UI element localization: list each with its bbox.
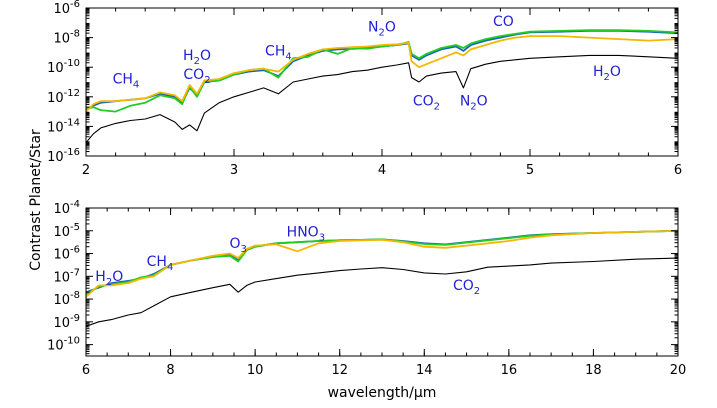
molecule-annotation: N2O bbox=[368, 20, 396, 39]
y-tick-label: 10-8 bbox=[53, 29, 80, 47]
series-line-4 bbox=[85, 229, 679, 298]
x-tick-label: 5 bbox=[526, 163, 534, 178]
x-tick-label: 18 bbox=[585, 363, 602, 378]
molecule-annotation: N2O bbox=[460, 94, 488, 113]
molecule-annotation: CH4 bbox=[147, 254, 174, 273]
y-tick-label: 10-14 bbox=[47, 117, 80, 135]
x-tick-label: 14 bbox=[416, 363, 433, 378]
x-tick-label: 20 bbox=[670, 363, 687, 378]
x-tick-label: 6 bbox=[674, 163, 682, 178]
y-tick-label: 10-5 bbox=[53, 222, 80, 240]
top-panel: 2 3 4 5 610-1610-1410-1210-1010-810-6CH4H2OC… bbox=[47, 0, 682, 178]
y-tick-label: 10-6 bbox=[53, 0, 80, 17]
series-line-4 bbox=[85, 35, 679, 113]
molecule-annotation: HNO3 bbox=[287, 224, 325, 243]
y-tick-label: 10-10 bbox=[47, 58, 80, 76]
series-line-1 bbox=[85, 257, 679, 327]
series-line-2 bbox=[85, 30, 679, 111]
plot-frame bbox=[85, 207, 679, 357]
y-tick-label: 10-6 bbox=[53, 245, 80, 263]
x-tick-label: 8 bbox=[166, 363, 174, 378]
y-tick-label: 10-8 bbox=[53, 290, 80, 308]
molecule-annotation: H2O bbox=[95, 269, 123, 288]
y-axis-title: Contrast Planet/Star bbox=[28, 129, 44, 271]
x-tick-label: 2 bbox=[82, 163, 90, 178]
molecule-annotation: CO2 bbox=[413, 94, 440, 113]
bottom-panel: 6 8 10 12 14 16 18 20 10-10 10-9 10-8 10-7 10-6 10-5 1… bbox=[47, 199, 686, 378]
molecule-annotation: CH4 bbox=[113, 71, 140, 90]
series-line-3 bbox=[85, 229, 679, 296]
series-line-3 bbox=[85, 29, 679, 113]
y-tick-label: 10-10 bbox=[47, 336, 80, 354]
x-tick-label: 6 bbox=[82, 363, 90, 378]
y-tick-label: 10-7 bbox=[53, 267, 80, 285]
y-tick-label: 10-9 bbox=[53, 313, 80, 331]
y-tick-label: 10-16 bbox=[47, 147, 80, 165]
molecule-annotation: H2O bbox=[593, 64, 621, 83]
y-tick-label: 10-12 bbox=[47, 88, 80, 106]
series-line-1 bbox=[85, 54, 679, 144]
molecule-annotation: CO2 bbox=[183, 67, 210, 86]
y-tick-label: 10-4 bbox=[53, 199, 80, 217]
x-tick-label: 16 bbox=[501, 363, 518, 378]
x-axis-title: wavelength/μm bbox=[328, 385, 437, 401]
molecule-annotation: H2O bbox=[183, 48, 211, 67]
molecule-annotation: O3 bbox=[230, 236, 247, 255]
molecule-annotation: CH4 bbox=[265, 43, 292, 62]
molecule-annotation: CO bbox=[493, 14, 514, 30]
x-tick-label: 3 bbox=[230, 163, 238, 178]
molecule-annotation: CO2 bbox=[453, 278, 480, 297]
x-tick-label: 4 bbox=[378, 163, 386, 178]
x-tick-label: 12 bbox=[331, 363, 348, 378]
x-tick-label: 10 bbox=[247, 363, 264, 378]
